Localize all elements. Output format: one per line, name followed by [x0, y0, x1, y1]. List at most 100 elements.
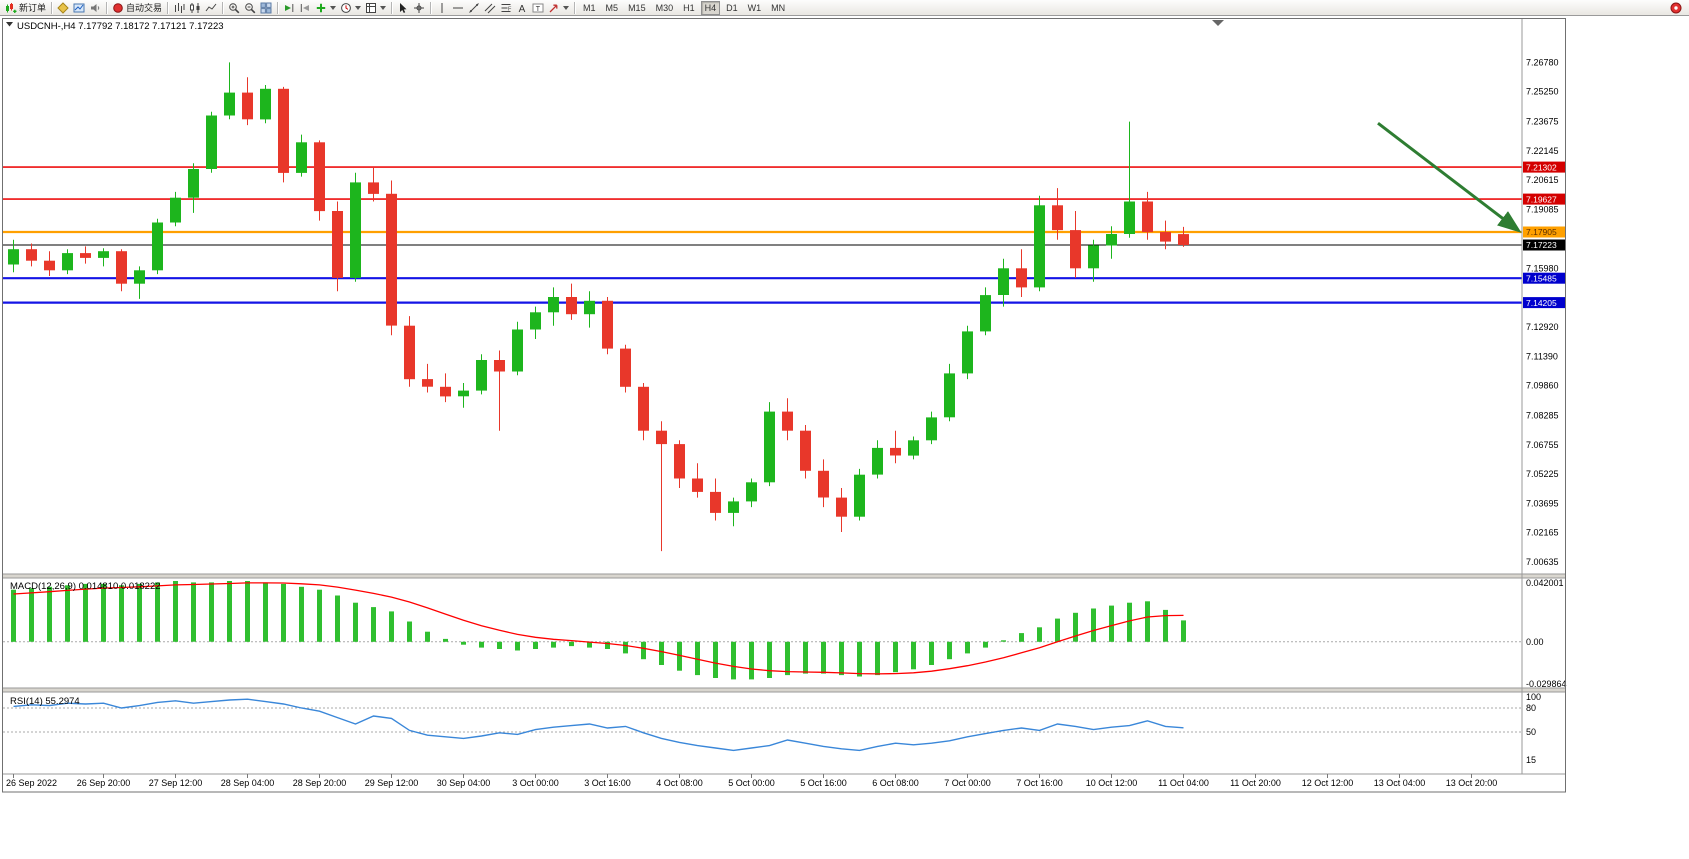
toolbar-separator	[430, 1, 432, 14]
chart-header: USDCNH-,H4 7.17792 7.18172 7.17121 7.172…	[6, 21, 224, 32]
trend-arrow-annotation[interactable]	[1377, 122, 1522, 233]
cursor-icon	[400, 2, 407, 13]
auto-scroll-button[interactable]	[281, 1, 297, 15]
chart-shift-marker[interactable]	[1212, 20, 1224, 26]
templates-button[interactable]	[363, 1, 388, 15]
svg-text:7.11390: 7.11390	[1526, 351, 1558, 361]
symbol-quote-label: USDCNH-,H4 7.17792 7.18172 7.17121 7.172…	[17, 21, 224, 32]
trend-line-button[interactable]	[466, 1, 482, 15]
svg-text:50: 50	[1526, 727, 1536, 737]
timeframe-mn-button[interactable]: MN	[771, 2, 786, 13]
candle-chart-mode-button[interactable]	[187, 1, 203, 15]
line-chart-mode-button[interactable]	[203, 1, 219, 15]
indicators-button[interactable]	[313, 1, 338, 15]
collapse-arrow-icon	[6, 22, 13, 27]
alert-status-button[interactable]	[1668, 1, 1684, 15]
svg-text:15: 15	[1526, 755, 1536, 765]
svg-text:0.00: 0.00	[1526, 637, 1544, 647]
auto-trading-label: 自动交易	[126, 3, 163, 13]
channel-icon	[484, 3, 496, 13]
zoom-in-button[interactable]	[226, 1, 242, 15]
horizontal-level-lines[interactable]	[3, 166, 1522, 304]
sound-button[interactable]	[87, 1, 103, 15]
tile-windows-button[interactable]	[258, 1, 274, 15]
zoom-in-icon	[229, 2, 240, 13]
timeframe-h1-button[interactable]: H1	[683, 2, 695, 13]
vertical-line-button[interactable]	[434, 1, 450, 15]
svg-text:7.00635: 7.00635	[1526, 557, 1559, 567]
macd-label: MACD(12,26,9) 0.014810 0.018222	[10, 581, 161, 592]
line-chart-icon	[205, 3, 217, 11]
svg-text:80: 80	[1526, 703, 1536, 713]
chevron-down-icon	[563, 5, 570, 10]
svg-text:30 Sep 04:00: 30 Sep 04:00	[437, 778, 491, 788]
fibonacci-button[interactable]: F	[498, 1, 514, 15]
auto-scroll-icon	[285, 3, 294, 12]
chart-shift-button[interactable]	[297, 1, 313, 15]
svg-text:7.22145: 7.22145	[1526, 146, 1559, 156]
svg-text:7 Oct 00:00: 7 Oct 00:00	[944, 778, 991, 788]
timeframe-d1-button[interactable]: D1	[726, 2, 738, 13]
svg-text:7.21302: 7.21302	[1526, 162, 1557, 172]
arrows-button[interactable]	[546, 1, 571, 15]
periods-button[interactable]	[338, 1, 363, 15]
timeframe-w1-button[interactable]: W1	[747, 2, 762, 13]
toolbar-separator	[574, 1, 576, 14]
crosshair-button[interactable]	[411, 1, 427, 15]
toolbar-separator	[106, 1, 108, 14]
chart-window[interactable]: 7.26780 7.25250 7.23675 7.22145 7.20615 7.190…	[0, 16, 1689, 854]
text-button[interactable]: A	[514, 1, 530, 15]
svg-text:F: F	[508, 6, 512, 12]
hline-icon	[453, 7, 464, 8]
svg-text:7.12920: 7.12920	[1526, 322, 1559, 332]
new-order-button[interactable]: 新订单	[3, 1, 48, 15]
chart-window-button[interactable]	[71, 1, 87, 15]
timeframe-h4-button[interactable]: H4	[700, 0, 721, 15]
svg-text:7.15485: 7.15485	[1526, 273, 1557, 283]
timeframe-m1-button[interactable]: M1	[583, 2, 596, 13]
zoom-out-icon	[245, 2, 256, 13]
svg-text:7.19085: 7.19085	[1526, 204, 1559, 214]
zoom-out-button[interactable]	[242, 1, 258, 15]
svg-text:7.14205: 7.14205	[1526, 298, 1557, 308]
price-chart-canvas[interactable]: 7.26780 7.25250 7.23675 7.22145 7.20615 7.190…	[0, 16, 1689, 854]
svg-text:7.17905: 7.17905	[1526, 227, 1557, 237]
tile-windows-icon	[260, 2, 272, 13]
profiles-button[interactable]	[55, 1, 71, 15]
timeframe-m30-button[interactable]: M30	[655, 2, 674, 13]
macd-signal-line	[13, 582, 1184, 675]
vline-icon	[441, 2, 443, 13]
svg-text:A: A	[519, 3, 526, 13]
sound-icon	[91, 3, 100, 12]
auto-trading-button[interactable]: 自动交易	[110, 1, 164, 15]
toolbar-separator	[51, 1, 53, 14]
candlestick-series	[8, 62, 1189, 552]
chart-shift-icon	[300, 3, 310, 12]
bar-chart-icon	[175, 2, 185, 13]
rsi-line	[13, 698, 1184, 752]
svg-text:100: 100	[1526, 692, 1541, 702]
text-label-button[interactable]: T	[530, 1, 546, 15]
svg-text:3 Oct 00:00: 3 Oct 00:00	[512, 778, 559, 788]
svg-text:5 Oct 16:00: 5 Oct 16:00	[800, 778, 847, 788]
svg-text:26 Sep 20:00: 26 Sep 20:00	[77, 778, 131, 788]
timeframe-m5-button[interactable]: M5	[605, 2, 619, 13]
toolbar-separator	[167, 1, 169, 14]
cursor-button[interactable]	[395, 1, 411, 15]
rsi-label: RSI(14) 55.2974	[10, 696, 80, 707]
svg-text:7.25250: 7.25250	[1526, 87, 1559, 97]
bar-chart-mode-button[interactable]	[171, 1, 187, 15]
svg-text:11 Oct 04:00: 11 Oct 04:00	[1158, 778, 1209, 788]
timeframe-m15-button[interactable]: M15	[628, 2, 646, 13]
horizontal-line-button[interactable]	[450, 1, 466, 15]
svg-text:4 Oct 08:00: 4 Oct 08:00	[656, 778, 703, 788]
svg-text:7.20615: 7.20615	[1526, 175, 1559, 185]
equidistant-channel-button[interactable]	[482, 1, 498, 15]
svg-text:13 Oct 04:00: 13 Oct 04:00	[1374, 778, 1426, 788]
svg-text:7.03695: 7.03695	[1526, 498, 1559, 508]
profile-icon	[57, 1, 69, 14]
svg-text:T: T	[536, 5, 541, 12]
toolbar-separator	[277, 1, 279, 14]
svg-text:13 Oct 20:00: 13 Oct 20:00	[1446, 778, 1498, 788]
chevron-down-icon	[330, 5, 337, 10]
